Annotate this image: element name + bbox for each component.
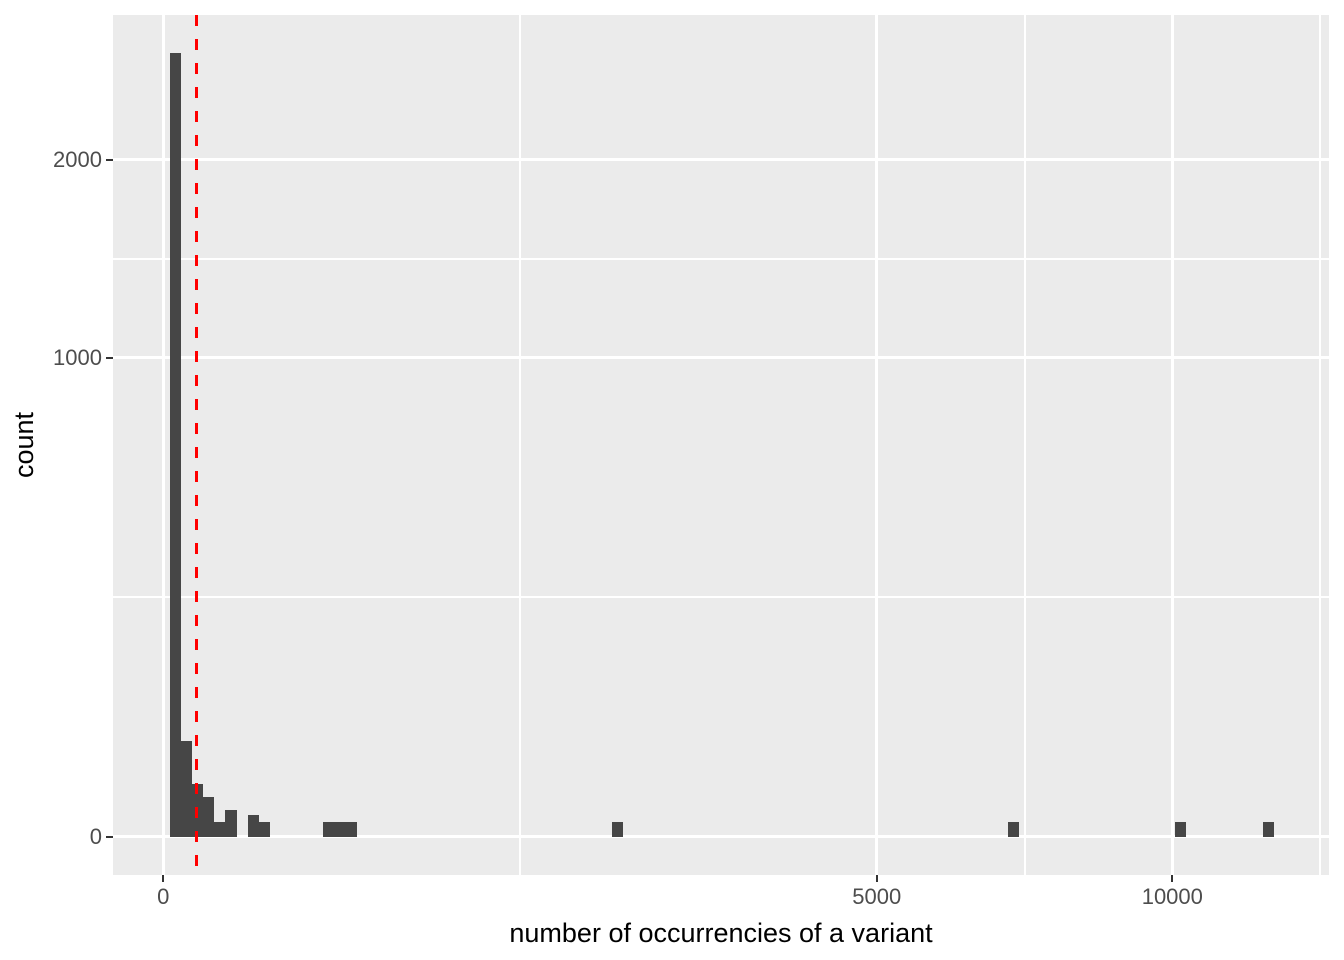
y-tick-mark: [106, 835, 113, 838]
histogram-bar: [323, 821, 335, 837]
plot-panel: [113, 15, 1329, 875]
histogram-bar: [611, 821, 624, 837]
y-tick-mark: [106, 356, 113, 359]
y-tick-label: 0: [89, 823, 102, 849]
x-major-gridline: [875, 15, 879, 875]
x-tick-label: 10000: [1141, 884, 1203, 909]
x-major-gridline: [1170, 15, 1174, 875]
x-tick-mark: [162, 875, 165, 882]
x-tick-mark: [1171, 875, 1174, 882]
y-tick-label: 1000: [53, 344, 102, 370]
histogram-bar: [225, 810, 237, 837]
threshold-vline: [194, 15, 199, 875]
y-tick-label: 2000: [53, 146, 102, 172]
y-minor-gridline: [113, 596, 1329, 599]
histogram-bar: [1008, 821, 1020, 837]
y-axis-title: count: [9, 411, 39, 479]
y-minor-gridline: [113, 257, 1329, 260]
x-minor-gridline: [1318, 15, 1321, 875]
histogram-bar: [1263, 821, 1275, 837]
histogram-bar: [334, 821, 346, 837]
histogram-bar: [258, 821, 270, 837]
histogram-bar: [203, 796, 215, 837]
y-major-gridline: [113, 356, 1329, 360]
y-tick-mark: [106, 158, 113, 161]
x-minor-gridline: [519, 15, 522, 875]
x-tick-label: 0: [157, 884, 170, 909]
x-minor-gridline: [1023, 15, 1026, 875]
x-tick-label: 5000: [852, 884, 902, 909]
x-tick-mark: [875, 875, 878, 882]
histogram-bar: [214, 821, 226, 837]
x-major-gridline: [161, 15, 165, 875]
histogram-bar: [181, 740, 193, 837]
histogram-bar: [169, 52, 182, 837]
histogram-bar: [1175, 821, 1187, 837]
y-major-gridline: [113, 835, 1329, 839]
histogram-bar: [247, 815, 259, 837]
histogram-bar: [345, 821, 357, 837]
x-axis-title: number of occurrencies of a variant: [509, 918, 933, 948]
y-major-gridline: [113, 158, 1329, 162]
